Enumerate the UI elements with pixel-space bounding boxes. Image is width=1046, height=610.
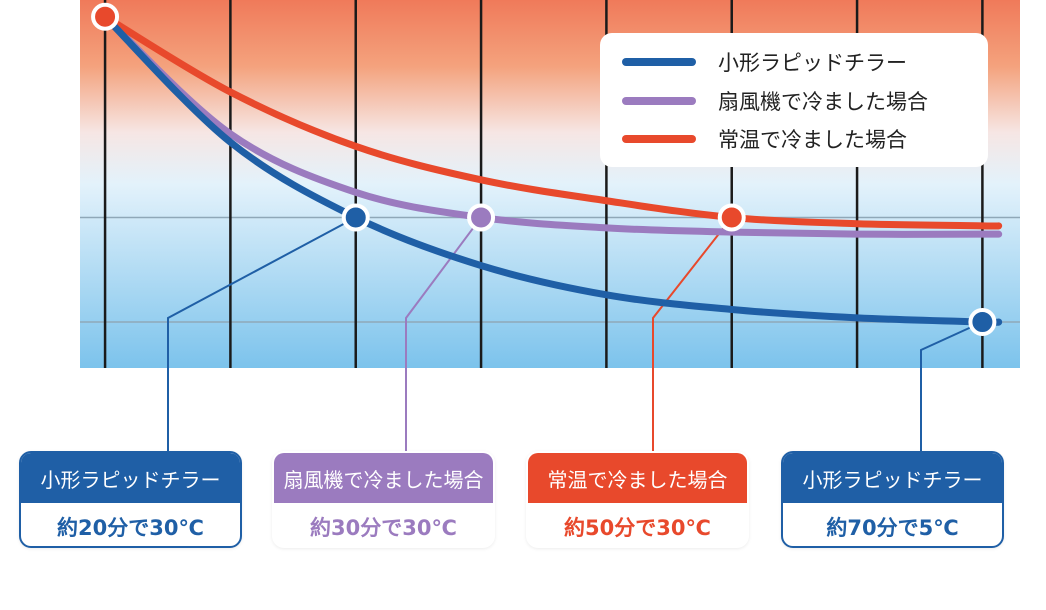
series-line-chiller — [101, 13, 1003, 326]
legend-item-fan: 扇風機で冷ました場合 — [622, 86, 928, 116]
data-point-marker — [717, 203, 746, 232]
legend-swatch-chiller — [622, 58, 696, 66]
callout-title: 扇風機で冷ました場合 — [274, 453, 493, 503]
data-point-marker — [968, 308, 997, 336]
callout-card-chiller-30: 小形ラピッドチラー 約20分で30℃ — [19, 451, 242, 548]
legend-swatch-room — [622, 135, 696, 143]
legend: 小形ラピッドチラー 扇風機で冷ました場合 常温で冷ました場合 — [600, 33, 988, 167]
series-line-room — [101, 13, 1003, 230]
legend-label-fan: 扇風機で冷ました場合 — [718, 90, 928, 114]
callout-value: 約20分で30℃ — [57, 515, 204, 540]
callout-card-chiller-5: 小形ラピッドチラー 約70分で5℃ — [781, 451, 1004, 548]
callout-value: 約50分で30℃ — [564, 515, 711, 540]
callout-card-fan-30: 扇風機で冷ました場合 約30分で30℃ — [272, 451, 495, 548]
callout-connector — [405, 216, 482, 451]
callout-title: 小形ラピッドチラー — [21, 453, 240, 503]
legend-label-room: 常温で冷ました場合 — [718, 128, 907, 152]
callout-value: 約70分で5℃ — [826, 515, 959, 540]
callout-title: 常温で冷ました場合 — [528, 453, 747, 503]
callout-card-room-30: 常温で冷ました場合 約50分で30℃ — [526, 451, 749, 548]
legend-swatch-fan — [622, 97, 696, 105]
series-line-fan — [101, 13, 1003, 238]
data-point-marker — [467, 203, 496, 232]
data-point-marker — [91, 2, 120, 31]
callout-value: 約30分で30℃ — [310, 515, 457, 540]
callout-connector — [920, 321, 983, 451]
legend-item-room: 常温で冷ました場合 — [622, 124, 907, 154]
legend-label-chiller: 小形ラピッドチラー — [718, 51, 907, 75]
legend-item-chiller: 小形ラピッドチラー — [622, 47, 907, 77]
callout-connector — [167, 216, 357, 451]
data-point-marker — [341, 203, 370, 232]
callout-connector — [652, 216, 733, 451]
callout-title: 小形ラピッドチラー — [783, 453, 1002, 503]
